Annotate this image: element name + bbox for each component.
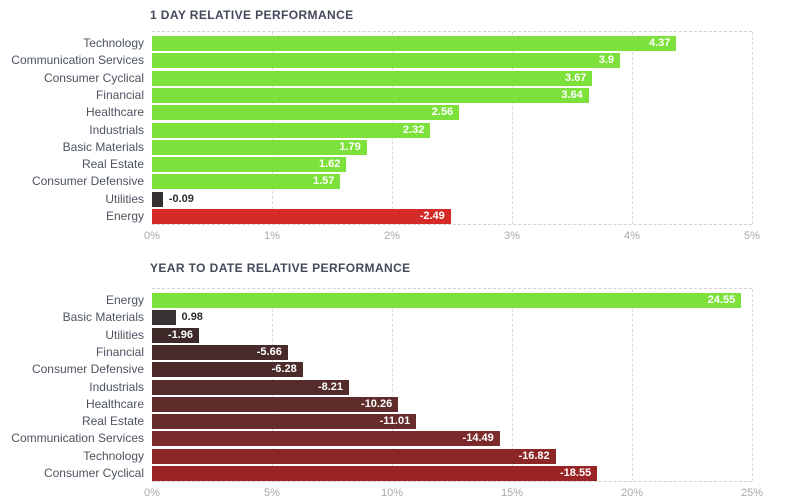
x-axis-tick-label: 1% [264, 230, 280, 242]
bar [152, 293, 742, 308]
bar [152, 70, 593, 86]
bar [152, 191, 163, 207]
bar-value-label: 24.55 [707, 294, 736, 306]
bar-value-label: -2.49 [419, 210, 445, 222]
bar [152, 466, 598, 481]
bar-value-label: 0.98 [181, 311, 203, 324]
gridline [512, 32, 513, 224]
bar [152, 327, 200, 343]
bar-value-label: -10.26 [361, 397, 393, 410]
chart-title: 1 DAY RELATIVE PERFORMANCE [150, 8, 354, 22]
x-axis-tick-label: 4% [624, 230, 640, 242]
bar [152, 431, 500, 447]
bar [152, 396, 399, 412]
bar [152, 174, 341, 190]
category-label: Industrials [89, 379, 144, 394]
category-label: Healthcare [85, 105, 144, 120]
bar-value-label: -5.66 [256, 345, 282, 358]
x-axis-tick-label: 10% [380, 487, 404, 499]
gridline [392, 289, 393, 481]
category-label: Communication Services [11, 53, 144, 68]
category-label: Financial [95, 344, 144, 359]
bar [152, 139, 367, 155]
category-label: Consumer Cyclical [43, 70, 144, 85]
category-label: Real Estate [81, 157, 144, 172]
gridline [632, 289, 633, 481]
bar-value-label: -1.96 [167, 328, 194, 341]
bar [152, 87, 589, 103]
bar-value-label: 3.67 [564, 71, 587, 84]
x-axis-tick-label: 5% [744, 230, 760, 242]
category-label: Energy [105, 293, 144, 307]
bar-value-label: 4.37 [648, 37, 671, 49]
bar-value-label: -14.49 [462, 432, 494, 445]
bar-value-label: 3.9 [598, 54, 614, 67]
gridline [632, 32, 633, 224]
bar-value-label: 1.79 [339, 140, 361, 153]
category-label: Basic Materials [62, 139, 144, 154]
bar [152, 122, 431, 138]
bar [152, 105, 460, 121]
bar [152, 310, 176, 326]
year-to-date-relative-performance-chart: YEAR TO DATE RELATIVE PERFORMANCE 0% 5% 10… [0, 253, 793, 499]
bar [152, 344, 288, 360]
bar [152, 209, 451, 224]
gridline [512, 289, 513, 481]
category-label: Technology [83, 448, 144, 463]
category-label: Energy [105, 209, 144, 223]
bar [152, 379, 350, 395]
bar [152, 157, 347, 173]
bar [152, 448, 556, 464]
bar-value-label: 2.56 [431, 106, 454, 119]
gridline [752, 32, 753, 224]
x-axis-tick-label: 3% [504, 230, 520, 242]
bar-value-label: -11.01 [379, 415, 411, 428]
x-axis-tick-label: 2% [384, 230, 400, 242]
category-label: Basic Materials [62, 310, 144, 325]
bar [152, 362, 303, 378]
bar-value-label: 2.32 [402, 123, 425, 136]
chart-title: YEAR TO DATE RELATIVE PERFORMANCE [150, 261, 411, 275]
x-axis-tick-label: 5% [264, 487, 280, 499]
bar-value-label: -8.21 [317, 380, 344, 393]
category-label: Financial [95, 87, 144, 102]
category-label: Healthcare [85, 396, 144, 411]
bar-value-label: 1.57 [312, 175, 335, 188]
x-axis-tick-label: 20% [620, 487, 644, 499]
bar [152, 36, 677, 51]
category-label: Utilities [105, 327, 144, 342]
bar-value-label: -16.82 [518, 449, 550, 462]
x-axis-tick-label: 15% [500, 487, 524, 499]
bar [152, 53, 620, 69]
category-label: Consumer Defensive [31, 362, 144, 377]
category-label: Real Estate [81, 414, 144, 429]
plot-area: 0% 1% 2% 3% 4% 5% Technology 4.37 Communication … [11, 31, 760, 242]
category-label: Technology [83, 36, 144, 50]
plot-area: 0% 5% 10% 15% 20% 25% Energy 24.55 Basic Materia… [11, 288, 763, 499]
category-label: Utilities [105, 191, 144, 206]
bar-value-label: -18.55 [559, 467, 592, 479]
x-axis-tick-label: 25% [740, 487, 764, 499]
bar [152, 414, 417, 430]
bar-value-label: -0.09 [168, 192, 194, 205]
one-day-relative-performance-chart: 1 DAY RELATIVE PERFORMANCE 0% 1% 2% 3% 4% 5% T… [0, 0, 793, 246]
category-label: Consumer Defensive [31, 174, 144, 189]
x-axis-tick-label: 0% [144, 230, 160, 242]
bar-value-label: 1.62 [318, 158, 341, 171]
bar-value-label: 3.64 [561, 88, 583, 101]
gridline [752, 289, 753, 481]
category-label: Industrials [89, 122, 144, 137]
x-axis-tick-label: 0% [144, 487, 160, 499]
bar-value-label: -6.28 [271, 363, 297, 376]
category-label: Communication Services [11, 431, 144, 446]
category-label: Consumer Cyclical [43, 466, 144, 480]
